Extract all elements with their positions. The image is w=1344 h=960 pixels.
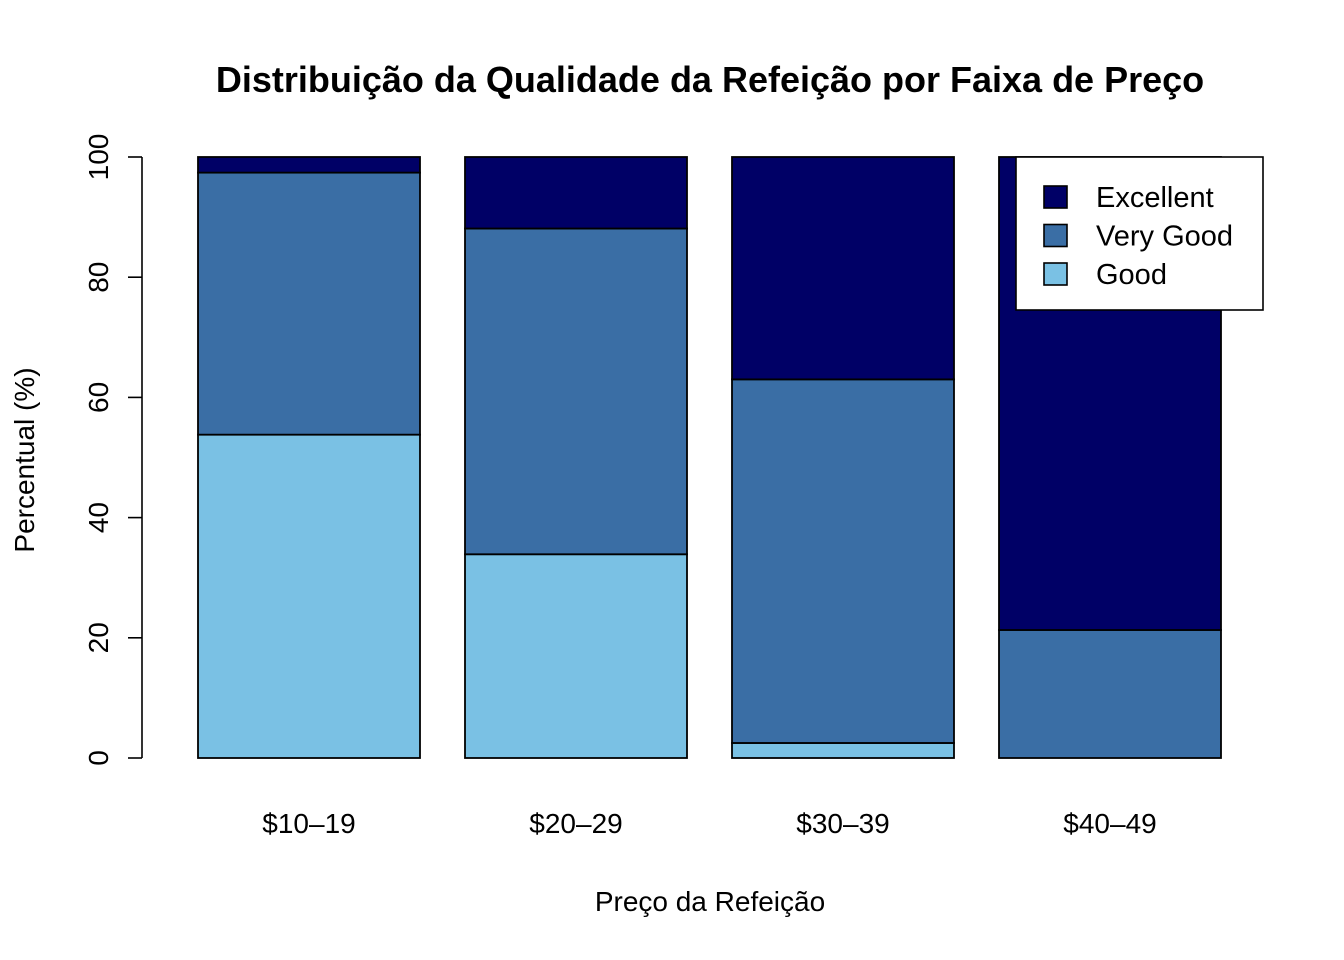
legend: Excellent Very Good Good (1015, 156, 1264, 311)
bar-stack-1 (197, 156, 421, 759)
x-tick-labels: $10–19 $20–29 $30–39 $40–49 (262, 808, 1156, 839)
bar-segment-excellent (197, 156, 421, 174)
y-axis: 0 20 40 60 80 100 (83, 134, 143, 766)
bars (197, 156, 1222, 759)
bar-segment-good (197, 433, 421, 759)
bar-segment-excellent (464, 156, 688, 230)
y-tick-label: 20 (83, 622, 114, 653)
x-tick-label: $30–39 (796, 808, 889, 839)
bar-segment-good (464, 553, 688, 759)
bar-segment-very-good (998, 629, 1222, 759)
legend-label-excellent: Excellent (1096, 182, 1214, 214)
bar-segment-very-good (197, 171, 421, 436)
bar-segment-excellent (731, 156, 955, 381)
x-tick-label: $20–29 (529, 808, 622, 839)
y-axis-title: Percentual (%) (9, 367, 40, 552)
bar-stack-3 (731, 156, 955, 759)
y-tick-label: 100 (83, 134, 114, 181)
legend-label-good: Good (1096, 259, 1167, 291)
x-axis-title: Preço da Refeição (595, 886, 825, 917)
legend-swatch-good (1043, 262, 1068, 286)
y-tick-label: 0 (83, 750, 114, 766)
legend-swatch-very-good (1043, 223, 1068, 248)
y-tick-label: 60 (83, 382, 114, 413)
bar-stack-2 (464, 156, 688, 759)
bar-segment-good (731, 742, 955, 759)
bar-segment-very-good (464, 227, 688, 556)
legend-swatch-excellent (1043, 185, 1068, 209)
x-tick-label: $10–19 (262, 808, 355, 839)
x-tick-label: $40–49 (1063, 808, 1156, 839)
chart-title: Distribuição da Qualidade da Refeição po… (216, 59, 1204, 100)
legend-label-very-good: Very Good (1096, 221, 1233, 253)
y-tick-label: 80 (83, 262, 114, 293)
y-tick-label: 40 (83, 502, 114, 533)
bar-segment-very-good (731, 378, 955, 744)
